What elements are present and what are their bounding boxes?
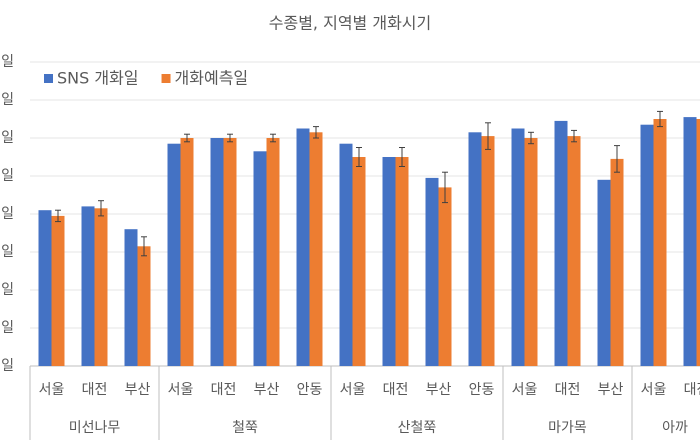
bar [382,157,396,366]
x-tick-label: 서울 [39,382,65,398]
y-tick-label: 일 [1,168,14,184]
legend-label: SNS 개화일 [57,69,139,88]
bar [395,157,409,366]
bar [640,124,654,366]
legend-label: 개화예측일 [175,69,249,88]
x-tick-label: 서울 [641,382,667,398]
bar [524,138,538,366]
group-label: 아까 [662,420,688,436]
error-bar [184,133,190,143]
y-tick-label: 일 [1,130,14,146]
bar [339,143,353,366]
y-tick-label: 일 [1,206,14,222]
group-label: 미선나무 [69,420,121,436]
bar [137,246,151,366]
y-tick-label: 일 [1,358,14,374]
error-bar [313,126,319,139]
x-tick-label: 대전 [555,382,581,398]
chart-title: 수종별, 지역별 개화시기 [269,14,431,33]
error-bar [98,200,104,217]
bar [210,138,224,366]
x-tick-label: 대전 [82,382,108,398]
y-tick-label: 일 [1,54,14,70]
bar [167,143,181,366]
group-label: 철쭉 [232,420,258,436]
bar [124,229,138,366]
bar [51,215,65,366]
error-bar [442,171,448,204]
x-tick-label: 대전 [383,382,409,398]
bar [696,119,700,366]
bar [468,132,482,366]
y-tick-label: 일 [1,92,14,108]
bar [438,187,452,366]
x-tick-label: 부산 [125,382,151,398]
x-tick-label: 서울 [512,382,538,398]
error-bar [657,110,663,128]
group-label: 마가목 [548,420,587,436]
group-label: 산철쭉 [398,420,437,436]
x-tick-label: 안동 [297,382,323,398]
legend-swatch [161,74,171,83]
x-tick-label: 부산 [426,382,452,398]
error-bar [356,147,362,167]
x-tick-label: 부산 [598,382,624,398]
bar [610,158,624,366]
bar [597,179,611,366]
bar [481,136,495,366]
bar [296,128,310,366]
error-bar [55,209,61,223]
bar [266,138,280,366]
y-tick-label: 일 [1,320,14,336]
x-tick-label: 부산 [254,382,280,398]
bar [511,128,525,366]
bar [38,210,52,366]
bar [653,119,667,366]
error-bar [270,133,276,143]
error-bar [528,131,534,145]
bar [309,132,323,366]
x-tick-label: 서울 [340,382,366,398]
legend-swatch [44,74,53,83]
bar [253,151,267,366]
error-bar [399,147,405,167]
bar [94,208,108,366]
error-bar [614,145,620,173]
bar [180,138,194,366]
x-tick-label: 안동 [469,382,495,398]
error-bar [141,236,147,257]
x-tick-label: 대전 [684,382,700,398]
bar [81,206,95,366]
error-bar [227,133,233,143]
x-tick-label: 대전 [211,382,237,398]
bar [425,177,439,366]
bar [683,117,697,366]
error-bar [485,122,491,150]
x-tick-label: 서울 [168,382,194,398]
bar [352,157,366,366]
bar [554,120,568,367]
error-bar [571,129,577,143]
bar [223,138,237,366]
bar [567,136,581,366]
y-tick-label: 일 [1,282,14,298]
y-tick-label: 일 [1,244,14,260]
